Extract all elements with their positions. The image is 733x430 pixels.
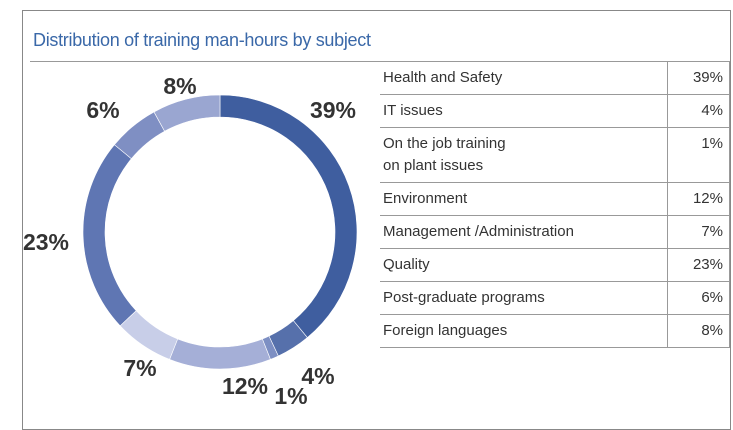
legend-value: 23% xyxy=(667,248,730,282)
slice-label: 39% xyxy=(310,97,356,123)
legend-row: Health and Safety 39% xyxy=(380,61,730,95)
legend-table: Health and Safety 39% IT issues 4% On the jo… xyxy=(380,61,730,348)
slice-label: 1% xyxy=(274,383,307,409)
slice-label: 6% xyxy=(86,97,119,123)
legend-row: IT issues 4% xyxy=(380,94,730,128)
legend-row: Management /Administration 7% xyxy=(380,215,730,249)
legend-name: IT issues xyxy=(380,94,668,128)
slice-label: 4% xyxy=(301,363,334,389)
donut-slice xyxy=(169,338,271,370)
legend-row: Environment 12% xyxy=(380,182,730,216)
legend-name: Post-graduate programs xyxy=(380,281,668,315)
legend-name: Quality xyxy=(380,248,668,282)
legend-value: 4% xyxy=(667,94,730,128)
chart-title: Distribution of training man-hours by su… xyxy=(33,30,371,50)
legend-row: Foreign languages 8% xyxy=(380,314,730,348)
title-rule xyxy=(30,61,380,62)
donut-slice xyxy=(153,94,221,132)
legend-row: Post-graduate programs 6% xyxy=(380,281,730,315)
slice-label: 7% xyxy=(123,355,156,381)
legend-name: On the job training on plant issues xyxy=(380,127,668,183)
slice-label: 23% xyxy=(23,229,69,255)
legend-value: 6% xyxy=(667,281,730,315)
legend-value: 8% xyxy=(667,314,730,348)
donut-slice xyxy=(82,144,137,327)
legend-value: 39% xyxy=(667,61,730,95)
legend-name: Health and Safety xyxy=(380,61,668,95)
donut-chart: 39% 4%1%12% 7% 23% 6% 8% xyxy=(23,73,358,409)
legend-value: 12% xyxy=(667,182,730,216)
donut-slice xyxy=(219,94,358,338)
legend-name: Management /Administration xyxy=(380,215,668,249)
legend-name: Environment xyxy=(380,182,668,216)
page: {"chart_data": {"type": "donut", "title"… xyxy=(22,10,731,430)
legend-value: 7% xyxy=(667,215,730,249)
slice-label: 12% xyxy=(222,373,268,399)
legend-row: Quality 23% xyxy=(380,248,730,282)
legend-value: 1% xyxy=(667,127,730,183)
legend-row: On the job training on plant issues 1% xyxy=(380,127,730,183)
legend-name: Foreign languages xyxy=(380,314,668,348)
slice-label: 8% xyxy=(163,73,196,99)
